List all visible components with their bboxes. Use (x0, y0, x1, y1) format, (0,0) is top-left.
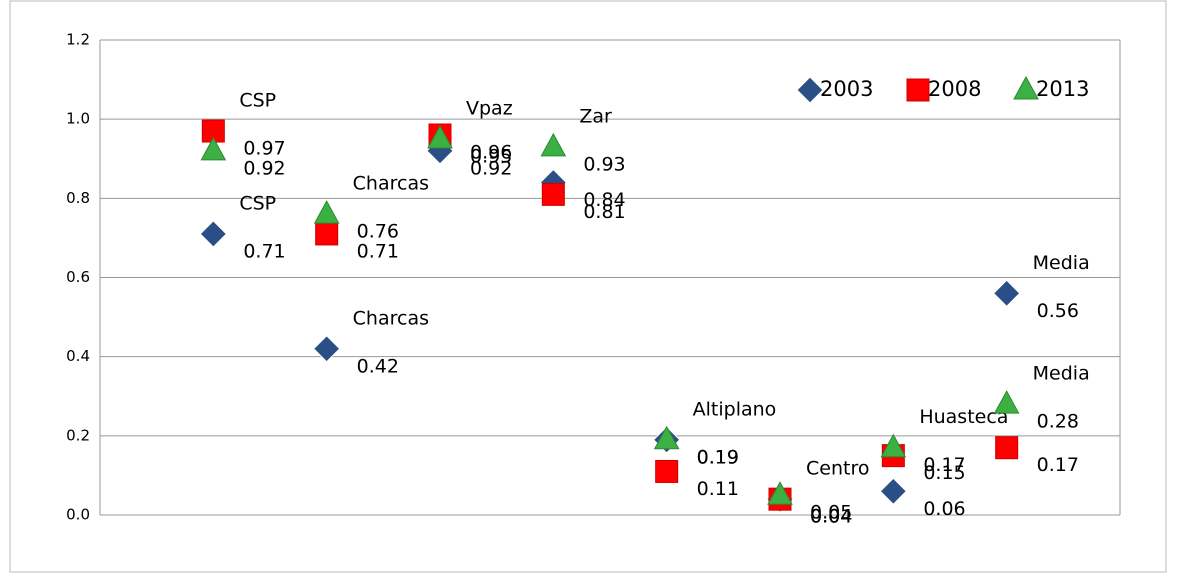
data-label: 0.56 (1037, 300, 1079, 322)
point-name: Vpaz (466, 97, 513, 119)
point-name: Altiplano (693, 398, 777, 420)
data-label: 0.93 (583, 153, 625, 175)
y-tick-label: 0.2 (66, 426, 90, 444)
data-label: 0.92 (243, 157, 285, 179)
chart-frame (9, 0, 1167, 573)
data-label: 0.19 (697, 446, 739, 468)
data-label: 0.71 (357, 240, 399, 262)
data-label: 0.76 (357, 221, 399, 243)
point (199, 220, 228, 248)
data-label: 0.71 (243, 240, 285, 262)
data-label: 0.17 (923, 454, 965, 476)
y-tick-label: 0.4 (66, 347, 90, 365)
point (879, 477, 908, 505)
point-name: CSP (239, 192, 276, 214)
point (655, 459, 679, 483)
point (312, 335, 341, 363)
point-name: Huasteca (919, 406, 1008, 428)
point (540, 132, 567, 157)
point (541, 182, 565, 206)
data-label: 0.84 (583, 189, 625, 211)
point-name: Charcas (353, 307, 429, 329)
data-label: 0.81 (583, 201, 625, 223)
legend-marker (1013, 75, 1039, 100)
data-label: 0.06 (923, 498, 965, 520)
point-name: Media (1033, 363, 1090, 385)
legend-label: 2008 (928, 77, 981, 101)
point-name: Charcas (353, 173, 429, 195)
data-label: 0.97 (243, 138, 285, 160)
data-label: 0.95 (470, 145, 512, 167)
data-label: 0.11 (697, 478, 739, 500)
y-tick-label: 0.6 (66, 268, 90, 286)
point-name: CSP (239, 90, 276, 112)
data-label: 0.92 (470, 157, 512, 179)
point-name: Zar (579, 105, 612, 127)
data-label: 0.17 (1037, 454, 1079, 476)
point (767, 481, 793, 505)
legend-marker (906, 78, 930, 102)
point (653, 425, 680, 450)
point (315, 222, 339, 246)
point (992, 279, 1021, 308)
point (880, 433, 907, 458)
point-name: Media (1033, 252, 1090, 274)
legend-marker (796, 76, 824, 104)
data-label: 0.19 (697, 446, 739, 468)
y-tick-label: 1.0 (66, 110, 90, 128)
y-tick-label: 0.0 (66, 506, 90, 524)
point-name: Centro (806, 458, 869, 480)
point (993, 390, 1020, 414)
point (427, 124, 453, 149)
point (313, 200, 340, 224)
data-label: 0.04 (810, 506, 852, 528)
data-label: 0.42 (357, 355, 399, 377)
data-label: 0.96 (470, 142, 512, 164)
data-label: 0.04 (810, 506, 852, 528)
y-tick-label: 0.8 (66, 189, 90, 207)
data-label: 0.28 (1037, 411, 1079, 433)
legend-label: 2013 (1036, 77, 1089, 101)
data-label: 0.05 (810, 502, 852, 524)
y-tick-label: 1.2 (66, 31, 90, 49)
point (200, 136, 227, 161)
point (995, 436, 1019, 460)
legend-label: 2003 (820, 77, 873, 101)
data-label: 0.15 (923, 462, 965, 484)
